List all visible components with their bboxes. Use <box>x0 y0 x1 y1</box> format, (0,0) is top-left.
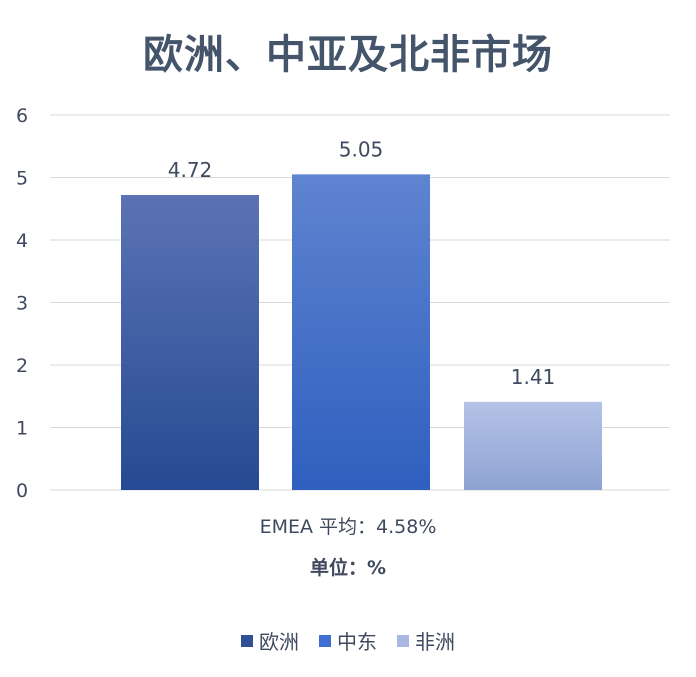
y-tick-label-4: 4 <box>16 230 28 252</box>
legend-item-africa: 非洲 <box>397 626 455 655</box>
legend-item-europe: 欧洲 <box>241 626 299 655</box>
bar-europe <box>121 195 259 490</box>
bar-africa <box>464 401 602 490</box>
bars <box>121 174 602 490</box>
legend: 欧洲 中东 非洲 <box>0 626 696 655</box>
y-tick-label-0: 0 <box>16 480 28 502</box>
y-tick-label-5: 5 <box>16 168 28 190</box>
legend-swatch-middle-east <box>319 634 331 647</box>
data-label-africa: 1.41 <box>511 365 556 389</box>
y-tick-label-2: 2 <box>16 355 28 377</box>
y-tick-label-3: 3 <box>16 293 28 315</box>
y-tick-label-1: 1 <box>16 418 28 440</box>
bar-middle-east <box>292 174 430 490</box>
y-tick-label-6: 6 <box>16 105 28 127</box>
data-labels: 4.72 5.05 1.41 <box>168 137 556 389</box>
data-label-europe: 4.72 <box>168 158 213 182</box>
emea-average-note: EMEA 平均：4.58% <box>259 516 437 538</box>
legend-item-middle-east: 中东 <box>319 626 377 655</box>
legend-swatch-europe <box>241 634 253 647</box>
data-label-middle-east: 5.05 <box>339 137 384 161</box>
unit-note: 单位：% <box>309 557 387 579</box>
chart-title: 欧洲、中亚及北非市场 <box>143 32 553 78</box>
legend-label-europe: 欧洲 <box>259 630 299 654</box>
legend-swatch-africa <box>397 634 409 647</box>
legend-label-middle-east: 中东 <box>337 630 377 654</box>
y-axis-ticks: 0 1 2 3 4 5 6 <box>16 105 28 502</box>
legend-label-africa: 非洲 <box>415 630 455 654</box>
